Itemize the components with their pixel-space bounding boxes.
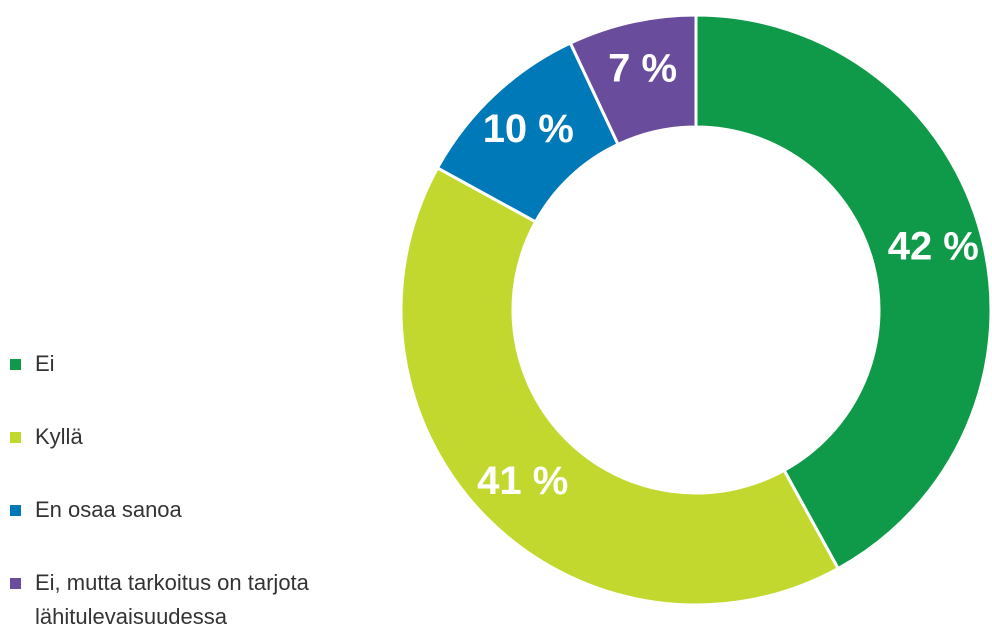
legend-item: En osaa sanoa [10,493,340,527]
legend-item: Ei [10,347,340,381]
legend-item: Kyllä [10,420,340,454]
donut-slice [568,13,698,147]
donut-slice [694,13,992,571]
legend-label: En osaa sanoa [35,497,182,522]
legend-swatch [10,359,21,370]
legend-swatch [10,505,21,516]
legend-swatch [10,432,21,443]
data-label: 42 % [888,225,979,269]
donut-slice [399,165,841,607]
legend-label: Kyllä [35,424,83,449]
data-label: 10 % [483,107,574,151]
legend-item: Ei, mutta tarkoitus on tarjota lähitulev… [10,566,340,634]
legend-label: Ei, mutta tarkoitus on tarjota lähitulev… [35,570,309,629]
data-label: 7 % [608,46,677,90]
data-label: 41 % [477,459,568,503]
legend-swatch [10,578,21,589]
legend-label: Ei [35,351,55,376]
